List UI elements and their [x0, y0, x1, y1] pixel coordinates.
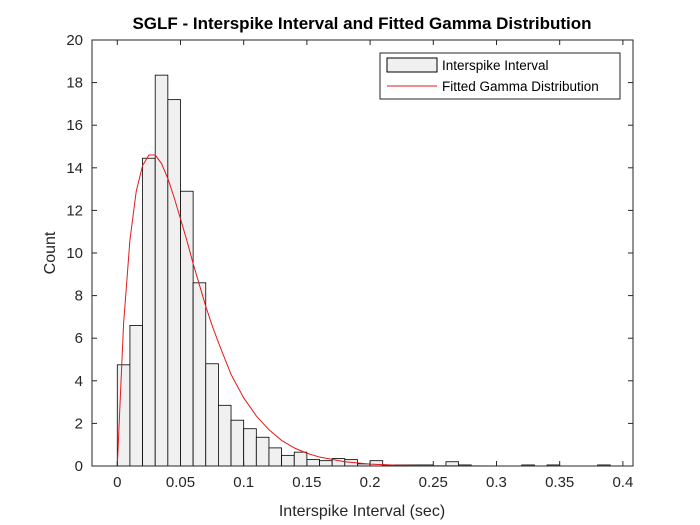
y-tick-label: 8 [75, 288, 83, 305]
x-tick-label: 0.25 [419, 474, 448, 491]
histogram-bar [243, 428, 257, 467]
y-axis-ticks: 0 2 4 6 8 10 12 14 16 18 20 [66, 32, 633, 475]
histogram-bar [129, 325, 143, 467]
histogram-bar [167, 99, 181, 467]
x-axis-ticks: 0 0.05 0.1 0.15 0.2 0.25 0.3 0.35 0.4 [113, 40, 633, 491]
x-tick-label: 0.15 [292, 474, 321, 491]
histogram-bar [217, 404, 232, 467]
histogram-bars [116, 74, 611, 467]
histogram-bar [293, 451, 308, 467]
histogram-bar [230, 419, 245, 467]
y-tick-label: 18 [66, 75, 83, 92]
histogram-bar [306, 459, 320, 467]
legend: Interspike Interval Fitted Gamma Distrib… [379, 52, 621, 100]
histogram-bar [154, 74, 169, 467]
x-axis-label: Interspike Interval (sec) [279, 503, 445, 520]
chart-title: SGLF - Interspike Interval and Fitted Ga… [132, 14, 591, 33]
gamma-fit-line [116, 154, 623, 467]
histogram-bar [369, 460, 384, 467]
legend-label-fit: Fitted Gamma Distribution [442, 79, 599, 94]
x-tick-label: 0.1 [233, 474, 254, 491]
histogram-bar [192, 282, 207, 467]
x-tick-label: 0.05 [166, 474, 195, 491]
histogram-bar [180, 190, 194, 467]
x-tick-label: 0.3 [486, 474, 507, 491]
histogram-bar [319, 460, 333, 467]
histogram-bar [205, 363, 219, 467]
plot-area: 0 0.05 0.1 0.15 0.2 0.25 0.3 0.35 0.4 0 2 4 6 8 10 12 1… [66, 32, 634, 491]
y-tick-label: 2 [75, 415, 83, 432]
y-tick-label: 6 [75, 330, 83, 347]
y-tick-label: 20 [66, 32, 83, 49]
y-tick-label: 4 [75, 373, 83, 390]
y-tick-label: 12 [66, 202, 83, 219]
x-tick-label: 0.35 [545, 474, 574, 491]
y-tick-label: 14 [66, 160, 83, 177]
y-tick-label: 10 [66, 245, 83, 262]
legend-label-histogram: Interspike Interval [442, 58, 549, 73]
legend-swatch-histogram [386, 57, 438, 73]
y-axis-label: Count [42, 231, 59, 274]
y-tick-label: 16 [66, 117, 83, 134]
histogram-bar [142, 157, 156, 467]
histogram-bar [281, 454, 295, 467]
x-tick-label: 0 [113, 474, 121, 491]
histogram-bar [268, 447, 282, 467]
histogram-bar [255, 436, 270, 467]
x-tick-label: 0.2 [360, 474, 381, 491]
x-tick-label: 0.4 [612, 474, 633, 491]
y-tick-label: 0 [75, 458, 83, 475]
